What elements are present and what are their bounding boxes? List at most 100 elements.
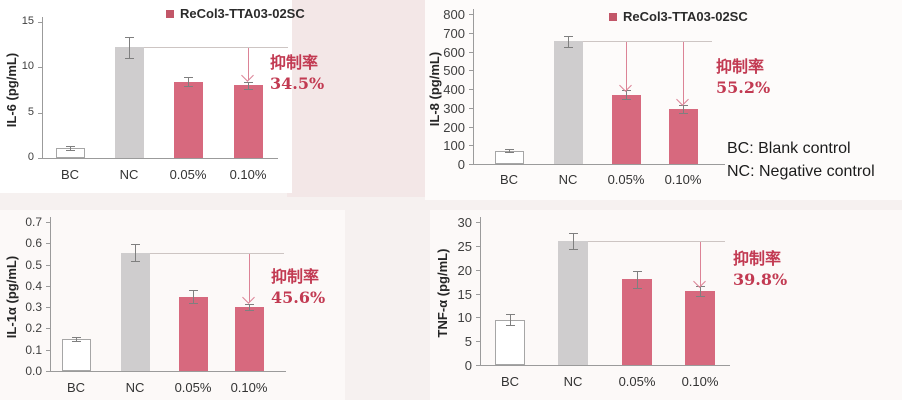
y-axis-label: IL-6 (pg/mL) (4, 52, 19, 128)
bar-BC (495, 319, 525, 365)
legend-label: ReCol3-TTA03-02SC (180, 6, 305, 21)
y-tick-mark (476, 269, 480, 271)
y-tick-mark (46, 349, 50, 351)
y-axis-label: IL-1α (pg/mL) (4, 255, 19, 339)
x-axis (42, 158, 278, 159)
error-bar-cap-top (622, 89, 631, 91)
y-tick-label: 800 (443, 7, 465, 22)
inhibition-value: 34.5% (270, 74, 325, 93)
x-axis (473, 164, 725, 165)
legend-label: ReCol3-TTA03-02SC (623, 9, 748, 24)
x-tick-label: BC (60, 167, 80, 182)
x-tick-label: 0.05% (607, 172, 645, 187)
chart-il6: 0 5 10 15 BC NC 0.05% 0.10% 抑制率 34.5% ReCol3-TTA03… (0, 0, 324, 193)
error-bar-line (573, 232, 574, 250)
x-tick-label: 0.10% (229, 167, 267, 182)
inhibition-annotation: 抑制率 55.2% (716, 56, 770, 98)
inhibition-value: 39.8% (733, 270, 788, 289)
y-tick-label: 25 (457, 238, 472, 254)
bar-0.05pct (173, 81, 203, 158)
y-tick-label: 200 (443, 119, 465, 135)
note-blank-control: BC: Blank control (727, 140, 851, 157)
y-tick-mark (46, 371, 50, 372)
y-tick-label: 0.0 (25, 364, 42, 378)
y-tick-label: 300 (443, 100, 465, 116)
bar-0.05pct (611, 94, 641, 164)
y-tick-mark (469, 164, 473, 165)
y-axis (42, 17, 43, 158)
y-tick-mark (476, 222, 480, 223)
y-tick-label: 0.5 (25, 257, 42, 272)
error-bar-line (76, 336, 77, 342)
y-tick-label: 5 (464, 334, 472, 350)
error-bar-cap-bottom (189, 302, 198, 304)
error-bar-cap-top (679, 104, 688, 106)
nc-reference-line (114, 47, 288, 49)
y-tick-mark (476, 341, 480, 343)
y-axis-label: TNF-α (pg/mL) (435, 248, 450, 338)
error-bar-cap-bottom (184, 86, 193, 88)
x-tick-label: NC (563, 374, 583, 389)
x-axis (480, 365, 730, 366)
y-tick-mark (469, 126, 473, 128)
legend-marker (166, 10, 174, 18)
error-bar-cap-top (564, 35, 573, 37)
error-bar-cap-top (245, 303, 254, 305)
y-tick-mark (476, 365, 480, 366)
error-bar-line (249, 303, 250, 311)
x-axis (50, 371, 286, 372)
error-bar-line (509, 149, 510, 153)
inhibition-annotation: 抑制率 34.5% (270, 52, 324, 94)
inhibition-arrow-line (626, 42, 627, 90)
y-tick-label: 30 (457, 215, 472, 230)
error-bar-cap-bottom (125, 58, 134, 60)
error-bar-line (70, 146, 71, 150)
bar-0.10pct (685, 291, 715, 365)
x-tick-label: 0.05% (169, 167, 207, 182)
y-axis (473, 9, 474, 164)
error-bar-cap-bottom (505, 152, 514, 154)
error-bar-cap-bottom (245, 310, 254, 312)
error-bar-line (700, 286, 701, 296)
y-tick-mark (46, 222, 50, 223)
y-tick-label: 10 (457, 310, 472, 326)
error-bar-cap-bottom (633, 287, 642, 289)
error-bar-cap-bottom (679, 112, 688, 114)
bar-NC (120, 252, 150, 371)
x-tick-label: BC (499, 172, 519, 187)
y-tick-label: 0.2 (25, 321, 42, 336)
x-tick-label: 0.10% (681, 374, 719, 389)
x-tick-label: 0.05% (618, 374, 656, 389)
error-bar-line (129, 36, 130, 59)
error-bar-cap-bottom (564, 46, 573, 48)
bar-NC (558, 241, 588, 365)
y-tick-mark (469, 107, 473, 109)
bar-BC (61, 339, 91, 371)
y-tick-mark (469, 70, 473, 72)
y-tick-mark (46, 243, 50, 245)
x-tick-label: NC (119, 167, 139, 182)
inhibition-arrow-line (683, 42, 684, 104)
error-bar-cap-top (505, 149, 514, 151)
error-bar-cap-top (244, 81, 253, 83)
error-bar-cap-bottom (244, 89, 253, 91)
y-tick-label: 600 (443, 44, 465, 60)
y-tick-mark (469, 51, 473, 53)
y-tick-mark (46, 264, 50, 266)
y-tick-label: 700 (443, 25, 465, 41)
nc-reference-line (558, 241, 725, 243)
chart-il8: 0 100 200 300 400 500 600 700 800 BC NC 0.05% 0.10% 抑… (425, 0, 902, 200)
inhibition-arrow-line (700, 242, 701, 287)
error-bar-cap-bottom (696, 295, 705, 297)
inhibition-arrow-head (241, 69, 254, 83)
error-bar-line (188, 77, 189, 87)
x-tick-label: BC (66, 380, 86, 395)
inhibition-label: 抑制率 (716, 57, 765, 76)
y-tick-label: 0.6 (25, 236, 42, 251)
y-axis (480, 217, 481, 365)
x-tick-label: 0.10% (230, 380, 268, 395)
error-bar-cap-top (189, 290, 198, 292)
y-tick-mark (476, 293, 480, 295)
error-bar-line (248, 81, 249, 90)
y-tick-label: 10 (21, 60, 34, 73)
